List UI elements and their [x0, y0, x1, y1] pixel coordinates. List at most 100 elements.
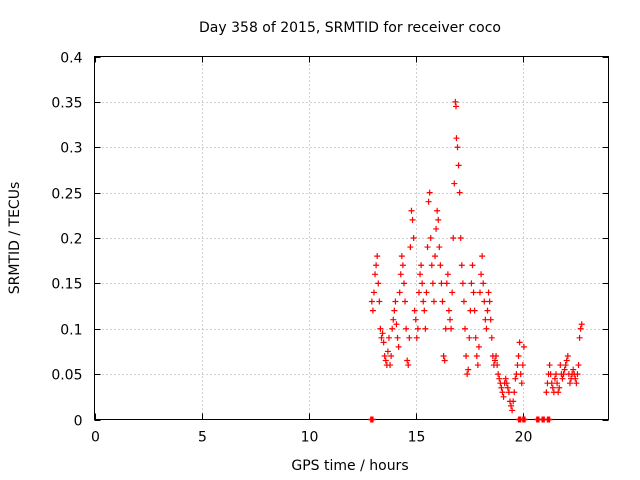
data-point — [546, 362, 553, 369]
data-point — [408, 207, 415, 214]
data-point — [511, 389, 518, 396]
data-point — [432, 253, 439, 260]
data-point — [425, 198, 432, 205]
data-point — [368, 298, 375, 305]
data-point — [398, 253, 405, 260]
data-point — [421, 307, 428, 314]
data-point — [559, 375, 566, 382]
data-point — [459, 280, 466, 287]
data-point — [491, 357, 498, 364]
data-point — [504, 384, 511, 391]
data-point — [385, 334, 392, 341]
data-point — [451, 180, 458, 187]
data-point — [436, 244, 443, 251]
data-point — [483, 325, 490, 332]
data-point — [563, 357, 570, 364]
data-point — [397, 271, 404, 278]
data-point — [423, 289, 430, 296]
data-point — [444, 271, 451, 278]
data-point — [410, 235, 417, 241]
data-point — [574, 371, 581, 378]
data-point — [515, 352, 522, 359]
data-point — [561, 366, 568, 373]
data-point — [438, 280, 445, 287]
data-point — [468, 280, 475, 287]
data-point — [440, 352, 447, 359]
data-point — [549, 384, 556, 391]
data-point — [479, 253, 486, 260]
data-point — [508, 402, 515, 409]
data-point — [395, 343, 402, 350]
data-point — [470, 289, 477, 296]
data-point — [576, 334, 583, 341]
data-point — [404, 357, 411, 364]
data-point — [472, 334, 479, 341]
data-point — [471, 307, 478, 314]
data-point — [370, 289, 377, 296]
y-tick-label: 0.3 — [60, 141, 82, 157]
x-tick-label: 0 — [91, 430, 100, 446]
data-point — [394, 334, 401, 341]
data-point — [477, 289, 483, 296]
y-tick-label: 0.35 — [51, 96, 82, 112]
data-point — [403, 325, 410, 332]
data-point — [412, 316, 419, 323]
data-point — [411, 307, 418, 314]
data-point — [570, 366, 577, 373]
data-point — [376, 298, 383, 305]
data-point — [482, 316, 489, 323]
data-point — [573, 380, 580, 387]
data-point — [445, 307, 452, 314]
data-point — [543, 389, 550, 396]
x-tick-label: 15 — [408, 430, 426, 446]
x-tick-label: 10 — [301, 430, 319, 446]
data-point — [448, 325, 455, 332]
data-point — [494, 362, 501, 369]
data-point — [435, 216, 442, 223]
x-tick-label: 5 — [198, 430, 207, 446]
data-point — [514, 362, 521, 369]
data-point — [387, 362, 394, 369]
data-point — [449, 289, 456, 296]
data-point — [377, 325, 384, 332]
data-point — [374, 253, 381, 260]
data-point — [473, 352, 480, 359]
data-point — [424, 244, 431, 251]
data-point — [462, 325, 469, 332]
data-point — [469, 262, 476, 269]
data-point — [442, 325, 449, 332]
data-point — [460, 298, 467, 305]
data-point — [575, 362, 582, 369]
data-point — [443, 280, 450, 287]
data-point — [577, 325, 584, 332]
data-point — [389, 325, 396, 332]
data-point — [434, 207, 441, 214]
data-point — [419, 280, 426, 287]
data-point — [447, 316, 454, 323]
data-point — [382, 357, 389, 364]
data-points — [367, 98, 585, 423]
y-tick-label: 0.25 — [51, 187, 82, 203]
data-point — [414, 325, 421, 332]
data-point — [554, 380, 561, 387]
data-point — [381, 352, 388, 359]
data-point — [562, 362, 569, 369]
data-point — [391, 307, 398, 314]
axis-ticks — [94, 56, 609, 421]
x-tick-labels: 0 5 10 15 20 — [91, 430, 532, 446]
data-point — [553, 371, 560, 378]
data-point — [485, 289, 492, 296]
data-point — [509, 407, 516, 414]
data-point — [405, 362, 412, 369]
zero-data-point — [521, 416, 528, 423]
data-point — [517, 371, 524, 378]
data-point — [407, 244, 414, 251]
data-point — [458, 262, 465, 269]
data-point — [556, 384, 563, 391]
data-point — [505, 389, 512, 396]
data-point — [379, 330, 386, 337]
data-point — [378, 334, 385, 341]
data-point — [465, 366, 472, 373]
data-point — [457, 235, 464, 241]
